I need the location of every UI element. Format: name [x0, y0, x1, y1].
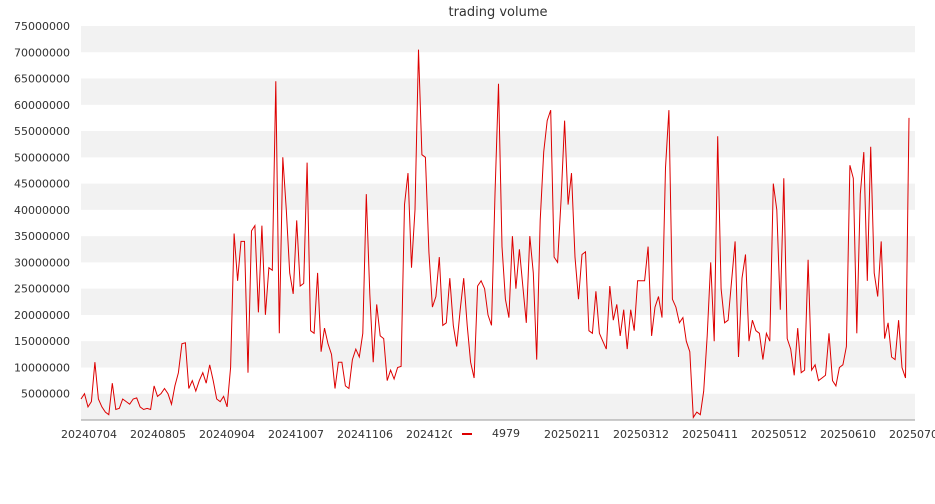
x-tick-label: 20241106 [337, 428, 393, 441]
x-tick-label: 20250411 [682, 428, 738, 441]
y-tick-label: 45000000 [14, 178, 70, 191]
x-tick-label: 20241007 [268, 428, 324, 441]
x-tick-label: 20250512 [751, 428, 807, 441]
y-tick-label: 55000000 [14, 125, 70, 138]
grid-band [81, 393, 915, 420]
y-tick-label: 60000000 [14, 99, 70, 112]
y-tick-label: 30000000 [14, 256, 70, 269]
series-line-4979 [80, 49, 910, 419]
y-tick-label: 15000000 [14, 335, 70, 348]
y-tick-label: 40000000 [14, 204, 70, 217]
legend-background [452, 424, 542, 442]
x-tick-label: 20240904 [199, 428, 255, 441]
grid-band [81, 26, 915, 53]
legend: 4979 [452, 424, 542, 442]
x-tick-label: 20250211 [544, 428, 600, 441]
x-tick-label: 20240704 [61, 428, 117, 441]
x-tick-label: 20240805 [130, 428, 186, 441]
y-tick-label: 65000000 [14, 73, 70, 86]
y-tick-label: 5000000 [21, 388, 70, 401]
y-tick-label: 25000000 [14, 283, 70, 296]
x-tick-label: 20250708 [889, 428, 935, 441]
grid-band [81, 236, 915, 263]
y-tick-label: 75000000 [14, 20, 70, 33]
y-tick-label: 10000000 [14, 361, 70, 374]
grid-band [81, 288, 915, 315]
grid-band [81, 131, 915, 158]
grid-band [81, 341, 915, 368]
y-tick-label: 20000000 [14, 309, 70, 322]
x-tick-label: 20241206 [406, 428, 462, 441]
grid-bands [81, 26, 915, 420]
y-tick-label: 35000000 [14, 230, 70, 243]
x-tick-label: 20250312 [613, 428, 669, 441]
chart-title: trading volume [448, 5, 547, 20]
x-axis: 20240704 20240805 20240904 20241007 20241106… [61, 428, 935, 441]
x-tick-label: 20250610 [820, 428, 876, 441]
grid-band [81, 183, 915, 210]
legend-label: 4979 [492, 427, 520, 440]
y-tick-label: 70000000 [14, 46, 70, 59]
y-tick-label: 50000000 [14, 151, 70, 164]
y-axis: 5000000 10000000 15000000 20000000 25000000 3… [14, 20, 70, 401]
